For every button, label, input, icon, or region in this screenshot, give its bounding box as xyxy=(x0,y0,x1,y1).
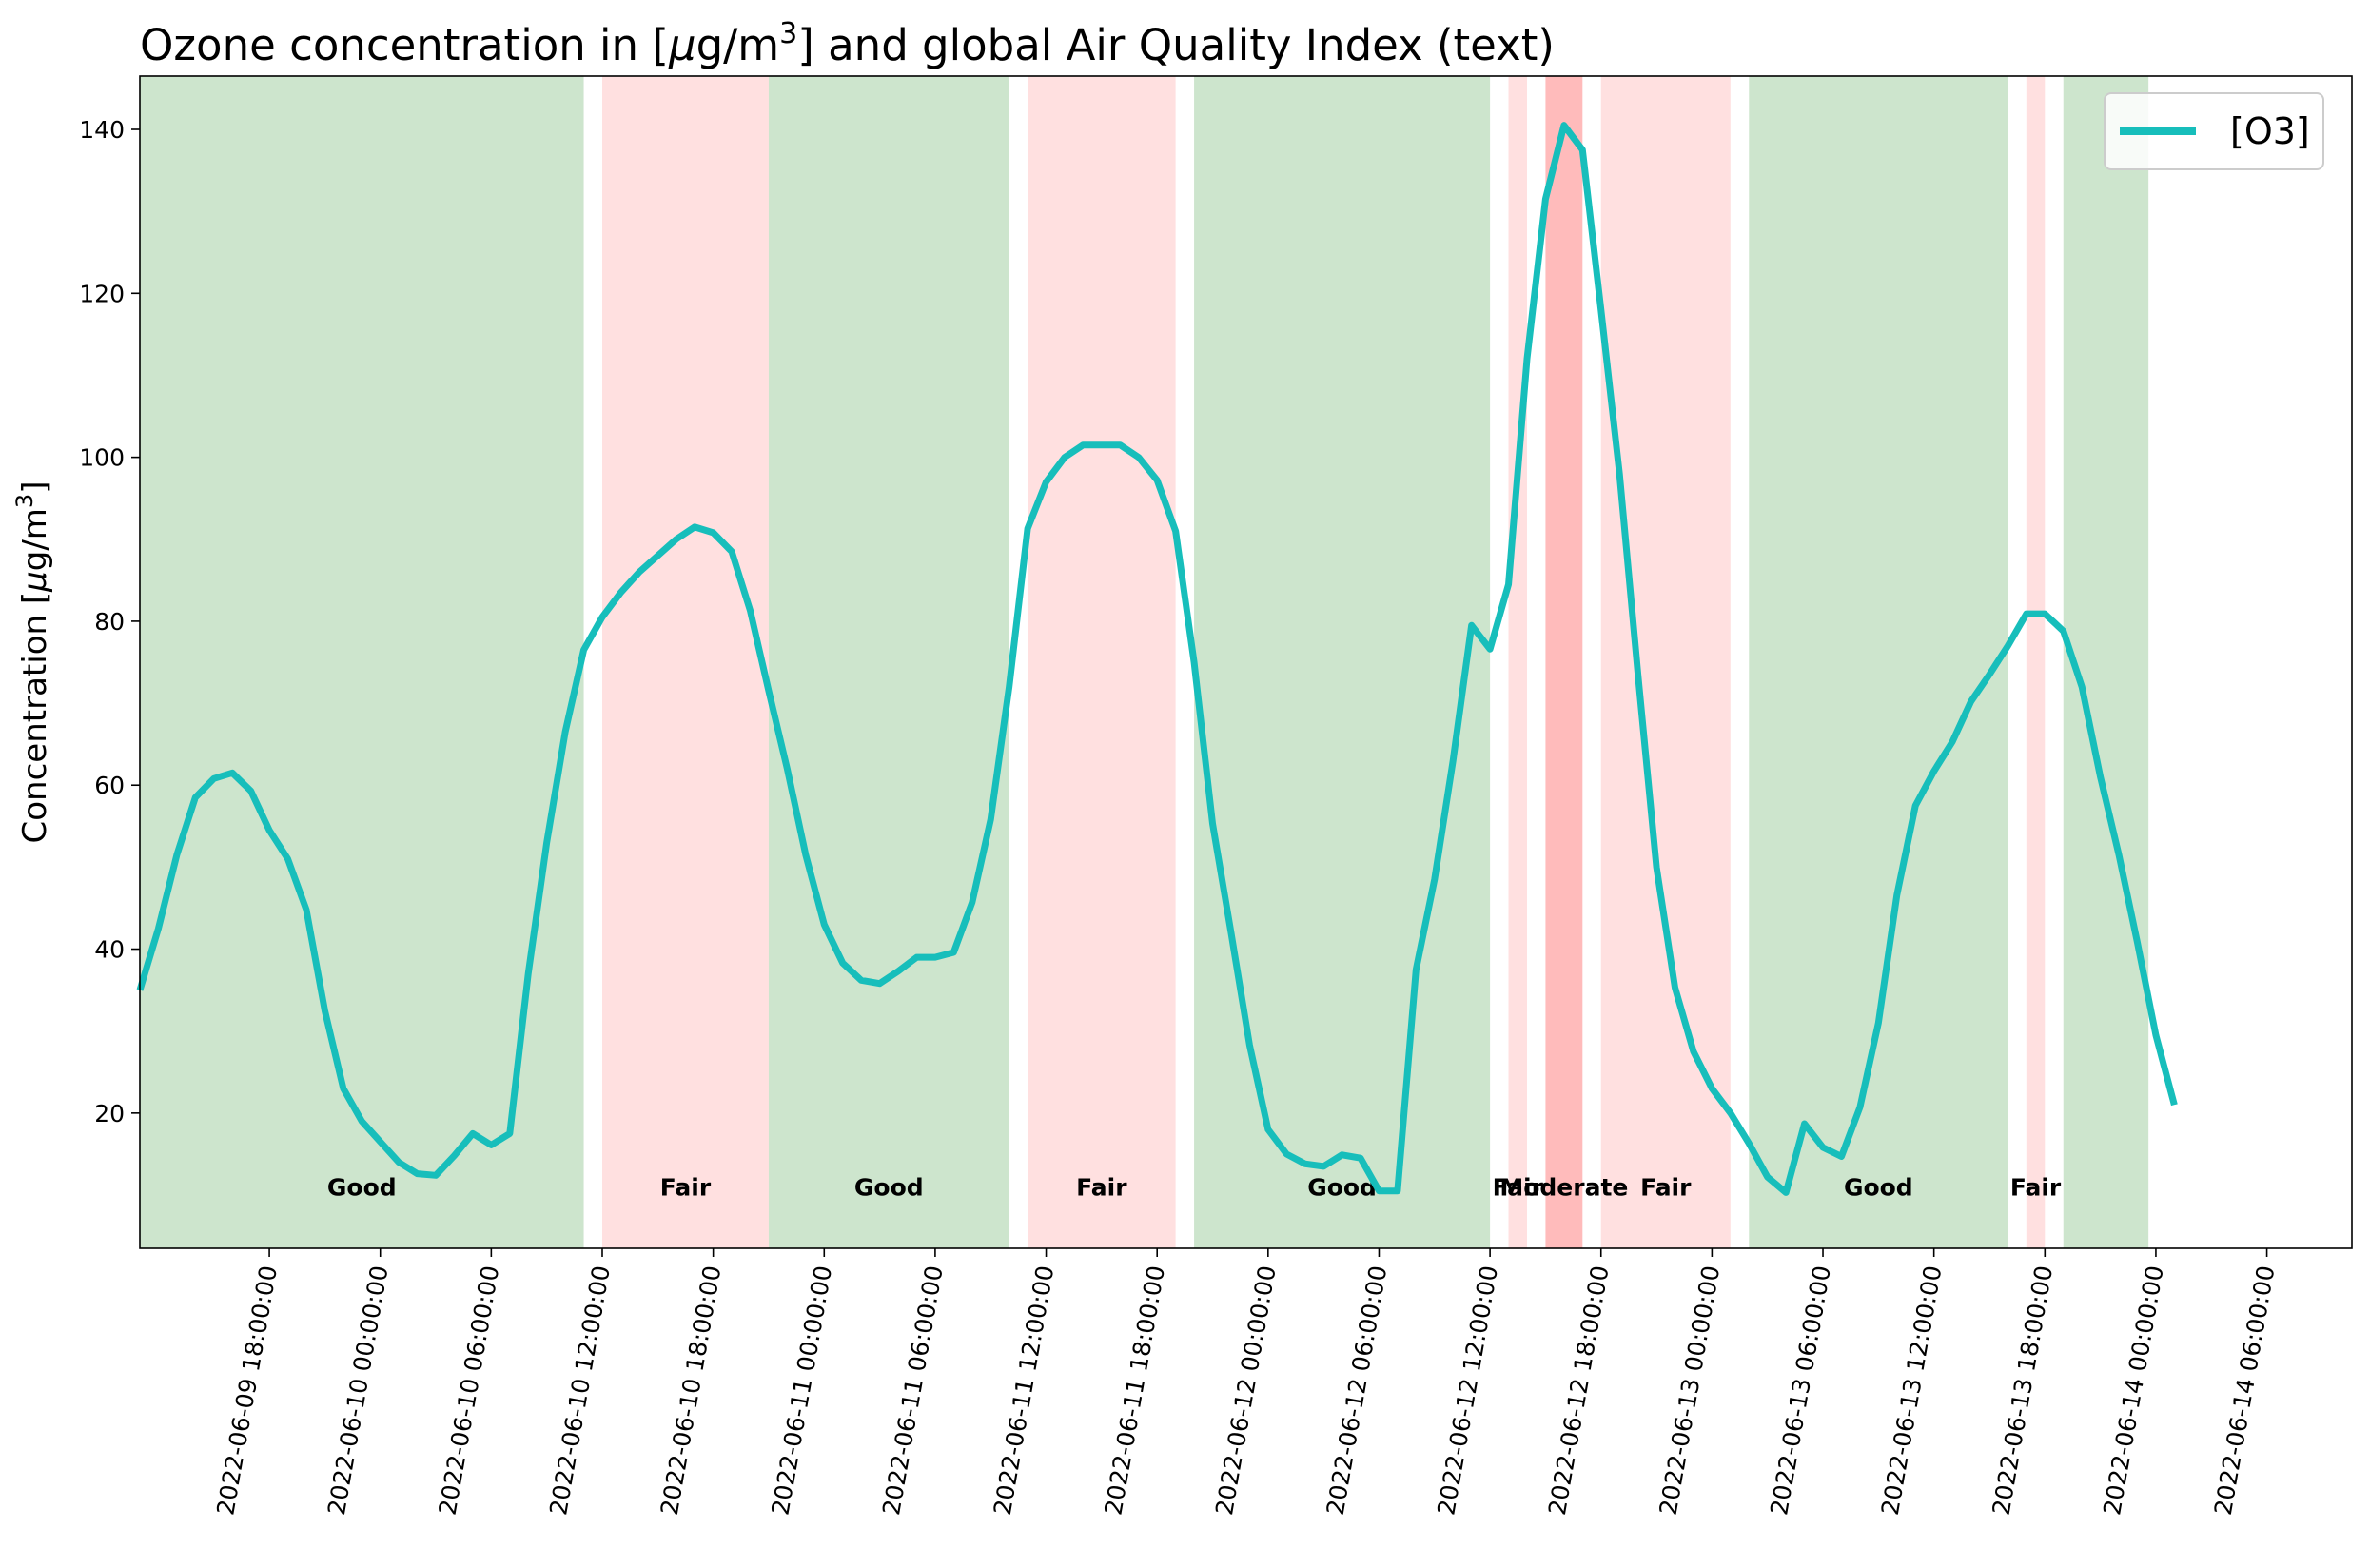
aqi-band-label: Moderate xyxy=(1499,1173,1628,1201)
x-tick-label: 2022-06-11 06:00:00 xyxy=(877,1264,949,1518)
legend-label-o3: [O3] xyxy=(2230,110,2310,152)
plot-frame xyxy=(139,75,2353,1249)
x-tick-label: 2022-06-11 00:00:00 xyxy=(767,1264,838,1518)
y-tick-label: 20 xyxy=(94,1100,125,1127)
series-layer xyxy=(136,122,2178,1196)
y-tick-label: 100 xyxy=(79,444,125,472)
aqi-band-label: Good xyxy=(854,1173,924,1201)
x-tick-label: 2022-06-14 06:00:00 xyxy=(2209,1264,2281,1518)
aqi-band-fair xyxy=(2026,76,2046,1248)
aqi-bands xyxy=(140,76,2149,1248)
x-axis: 2022-06-09 18:00:00 2022-06-10 00:00:00 20… xyxy=(211,1248,2280,1518)
aqi-band-good xyxy=(2063,76,2149,1248)
x-tick-label: 2022-06-10 00:00:00 xyxy=(323,1264,394,1518)
aqi-band-label: Fair xyxy=(2010,1173,2062,1201)
aqi-band-label: Good xyxy=(1307,1173,1377,1201)
aqi-band-fair xyxy=(1600,76,1731,1248)
aqi-band-label: Fair xyxy=(1493,1173,1544,1201)
aqi-band-label: Fair xyxy=(1640,1173,1692,1201)
y-tick-label: 40 xyxy=(94,936,125,964)
x-tick-label: 2022-06-12 12:00:00 xyxy=(1432,1264,1503,1518)
x-tick-label: 2022-06-11 12:00:00 xyxy=(989,1264,1060,1518)
x-tick-label: 2022-06-12 18:00:00 xyxy=(1543,1264,1615,1518)
x-tick-label: 2022-06-14 00:00:00 xyxy=(2098,1264,2169,1518)
aqi-band-label: Fair xyxy=(660,1173,712,1201)
y-axis: 20 40 60 80 100 120 140 xyxy=(79,116,140,1127)
x-tick-label: 2022-06-11 18:00:00 xyxy=(1099,1264,1170,1518)
aqi-band-good xyxy=(1749,76,2008,1248)
legend: [O3] xyxy=(2104,92,2324,170)
x-tick-label: 2022-06-13 12:00:00 xyxy=(1876,1264,1948,1518)
aqi-band-moderate xyxy=(1545,76,1583,1248)
y-axis-label: Concentration [μg/m3] xyxy=(11,481,54,844)
legend-frame xyxy=(2104,92,2324,170)
aqi-band-label: Good xyxy=(1844,1173,1913,1201)
x-tick-label: 2022-06-12 00:00:00 xyxy=(1210,1264,1282,1518)
chart-title: Ozone concentration in [μg/m3] and globa… xyxy=(140,17,1555,70)
aqi-band-label: Good xyxy=(327,1173,397,1201)
x-tick-label: 2022-06-09 18:00:00 xyxy=(211,1264,283,1518)
y-tick-label: 140 xyxy=(79,116,125,144)
aqi-band-label: Fair xyxy=(1076,1173,1127,1201)
aqi-band-good xyxy=(140,76,584,1248)
aqi-band-good xyxy=(1194,76,1491,1248)
x-tick-label: 2022-06-12 06:00:00 xyxy=(1322,1264,1393,1518)
series-line-o3 xyxy=(136,122,2178,1196)
x-tick-label: 2022-06-10 06:00:00 xyxy=(434,1264,505,1518)
x-tick-label: 2022-06-10 12:00:00 xyxy=(544,1264,616,1518)
x-tick-label: 2022-06-13 18:00:00 xyxy=(1988,1264,2059,1518)
x-tick-label: 2022-06-10 18:00:00 xyxy=(656,1264,727,1518)
aqi-band-fair xyxy=(601,76,769,1248)
y-tick-label: 120 xyxy=(79,280,125,307)
aqi-band-fair xyxy=(1508,76,1527,1248)
x-tick-label: 2022-06-13 06:00:00 xyxy=(1765,1264,1836,1518)
aqi-band-good xyxy=(768,76,1009,1248)
aqi-band-fair xyxy=(1028,76,1176,1248)
y-tick-label: 80 xyxy=(94,608,125,636)
x-tick-label: 2022-06-13 00:00:00 xyxy=(1655,1264,1726,1518)
y-tick-label: 60 xyxy=(94,772,125,799)
